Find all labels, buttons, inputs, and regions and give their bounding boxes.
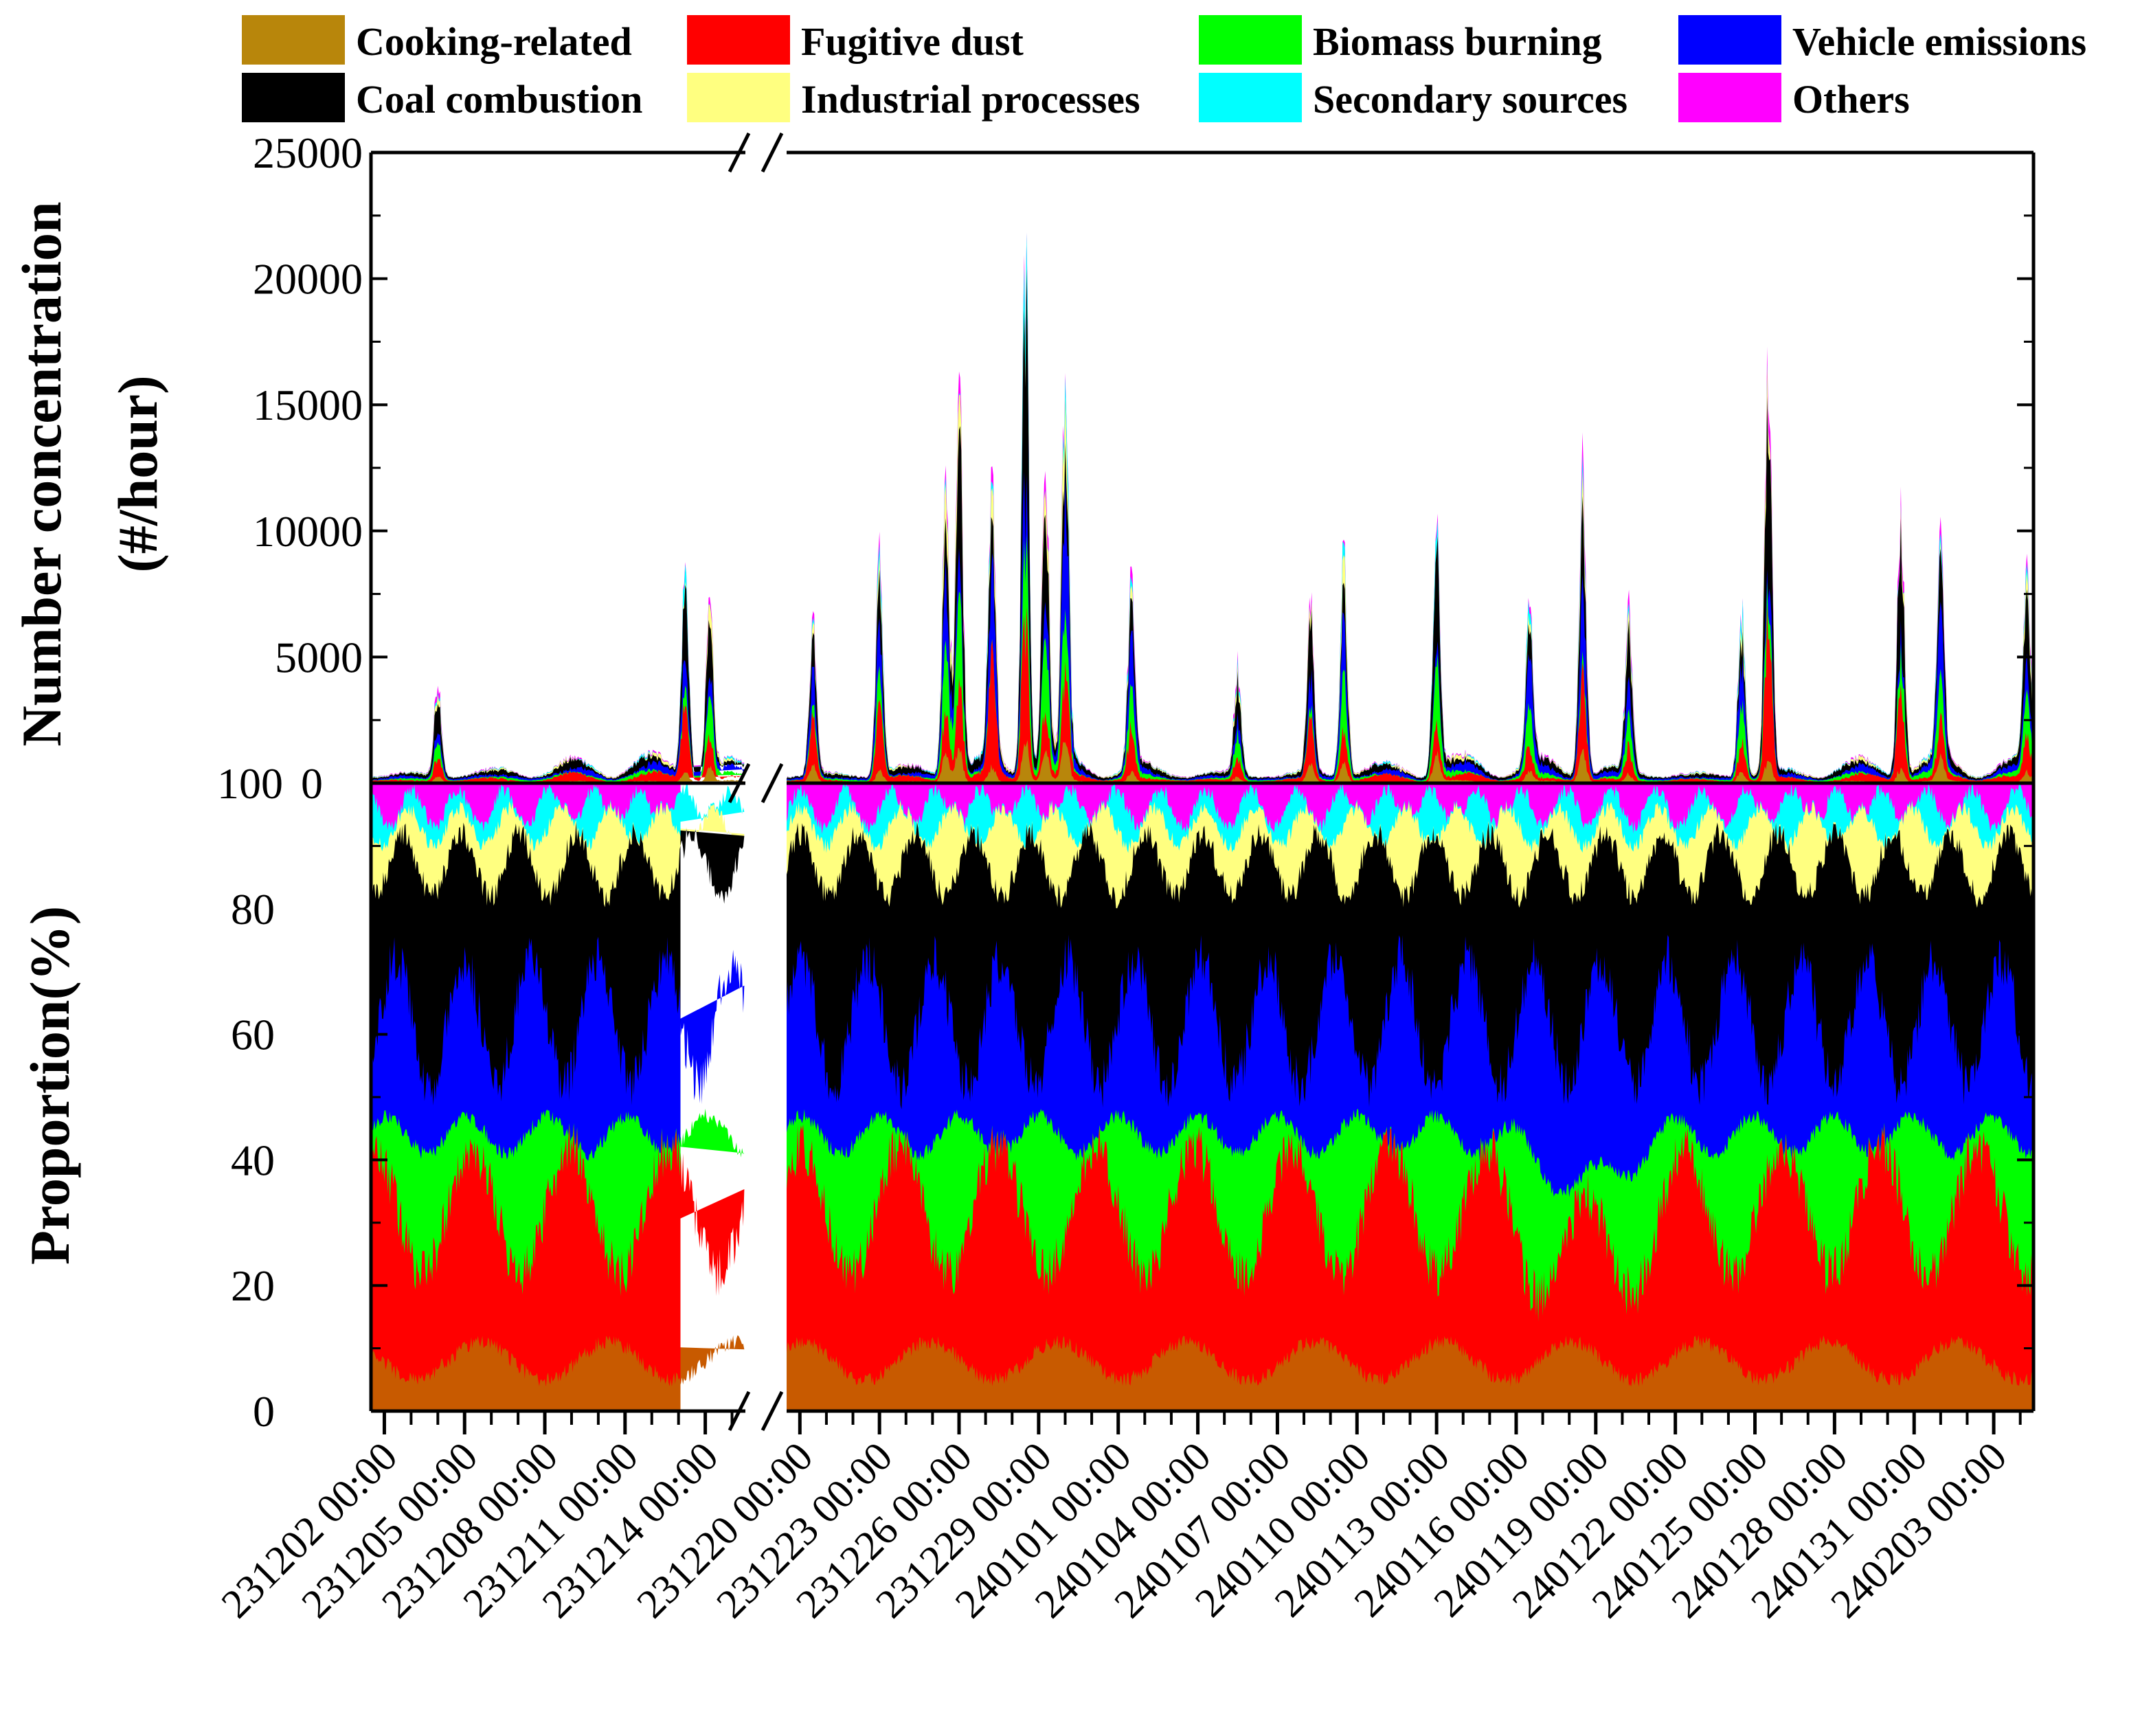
top-segment-1: [371, 562, 745, 783]
bottom-segment-1: [371, 783, 745, 1411]
axis-break-mark: [761, 132, 784, 173]
legend-label-biomass-burning: Biomass burning: [1313, 19, 1602, 64]
top-area-industrial-processes: [787, 267, 2033, 783]
legend-swatch-others: [1678, 73, 1781, 122]
axis-break-mark: [761, 763, 784, 804]
axis-break-mark: [761, 1390, 784, 1432]
top-area-fugitive-dust: [787, 605, 2033, 783]
top-area-biomass-burning: [787, 534, 2033, 783]
bottom-area-cooking-related: [371, 1335, 745, 1411]
bottom-ytick-label: 0: [253, 1387, 275, 1436]
legend-swatch-biomass-burning: [1199, 15, 1302, 65]
top-area-coal-combustion: [787, 269, 2033, 783]
bottom-ytick-label: 60: [231, 1011, 275, 1059]
top-ytick-label: 20000: [253, 255, 363, 304]
bottom-segment-2: [787, 783, 2033, 1411]
legend-label-cooking-related: Cooking-related: [356, 19, 632, 64]
top-ytick-label: 25000: [253, 128, 363, 177]
bottom-ytick-label: 20: [231, 1261, 275, 1310]
top-ytick-label: 10000: [253, 507, 363, 556]
bottom-area-fugitive-dust: [787, 1124, 2033, 1411]
legend-swatch-vehicle-emissions: [1678, 15, 1781, 65]
bottom-area-cooking-related: [787, 1335, 2033, 1411]
bottom-panel-areas: [371, 783, 2033, 1411]
chart-legend: Cooking-related Fugitive dust Biomass burn…: [242, 15, 2086, 122]
top-ytick-label: 0: [301, 759, 323, 808]
top-ylabel-line2: (#/hour): [106, 376, 169, 573]
top-area-secondary-sources: [787, 232, 2033, 783]
legend-swatch-coal-combustion: [242, 73, 345, 122]
bottom-ytick-label: 80: [231, 885, 275, 934]
legend-label-industrial-processes: Industrial processes: [801, 77, 1140, 122]
legend-label-coal-combustion: Coal combustion: [356, 77, 642, 122]
legend-label-secondary-sources: Secondary sources: [1313, 77, 1627, 122]
bottom-area-fugitive-dust: [371, 1125, 745, 1411]
top-panel-areas: [371, 232, 2033, 783]
top-area-others: [787, 232, 2033, 783]
top-segment-2: [787, 232, 2033, 783]
bottom-ytick-label: 40: [231, 1136, 275, 1184]
legend-swatch-industrial-processes: [687, 73, 790, 122]
legend-label-vehicle-emissions: Vehicle emissions: [1792, 19, 2086, 64]
top-ylabel-line1: Number concentration: [10, 201, 73, 746]
legend-swatch-secondary-sources: [1199, 73, 1302, 122]
axis-break-mark: [728, 132, 751, 173]
top-ytick-label: 15000: [253, 381, 363, 429]
bottom-ylabel: Proportion(%): [19, 906, 81, 1265]
legend-label-others: Others: [1792, 77, 1910, 122]
legend-swatch-fugitive-dust: [687, 15, 790, 65]
legend-swatch-cooking-related: [242, 15, 345, 65]
legend-label-fugitive-dust: Fugitive dust: [801, 19, 1024, 64]
top-ytick-label: 5000: [275, 633, 363, 681]
top-area-vehicle-emissions: [787, 472, 2033, 783]
bottom-ytick-label: 100: [217, 759, 283, 808]
axis-break-mark: [728, 763, 751, 804]
